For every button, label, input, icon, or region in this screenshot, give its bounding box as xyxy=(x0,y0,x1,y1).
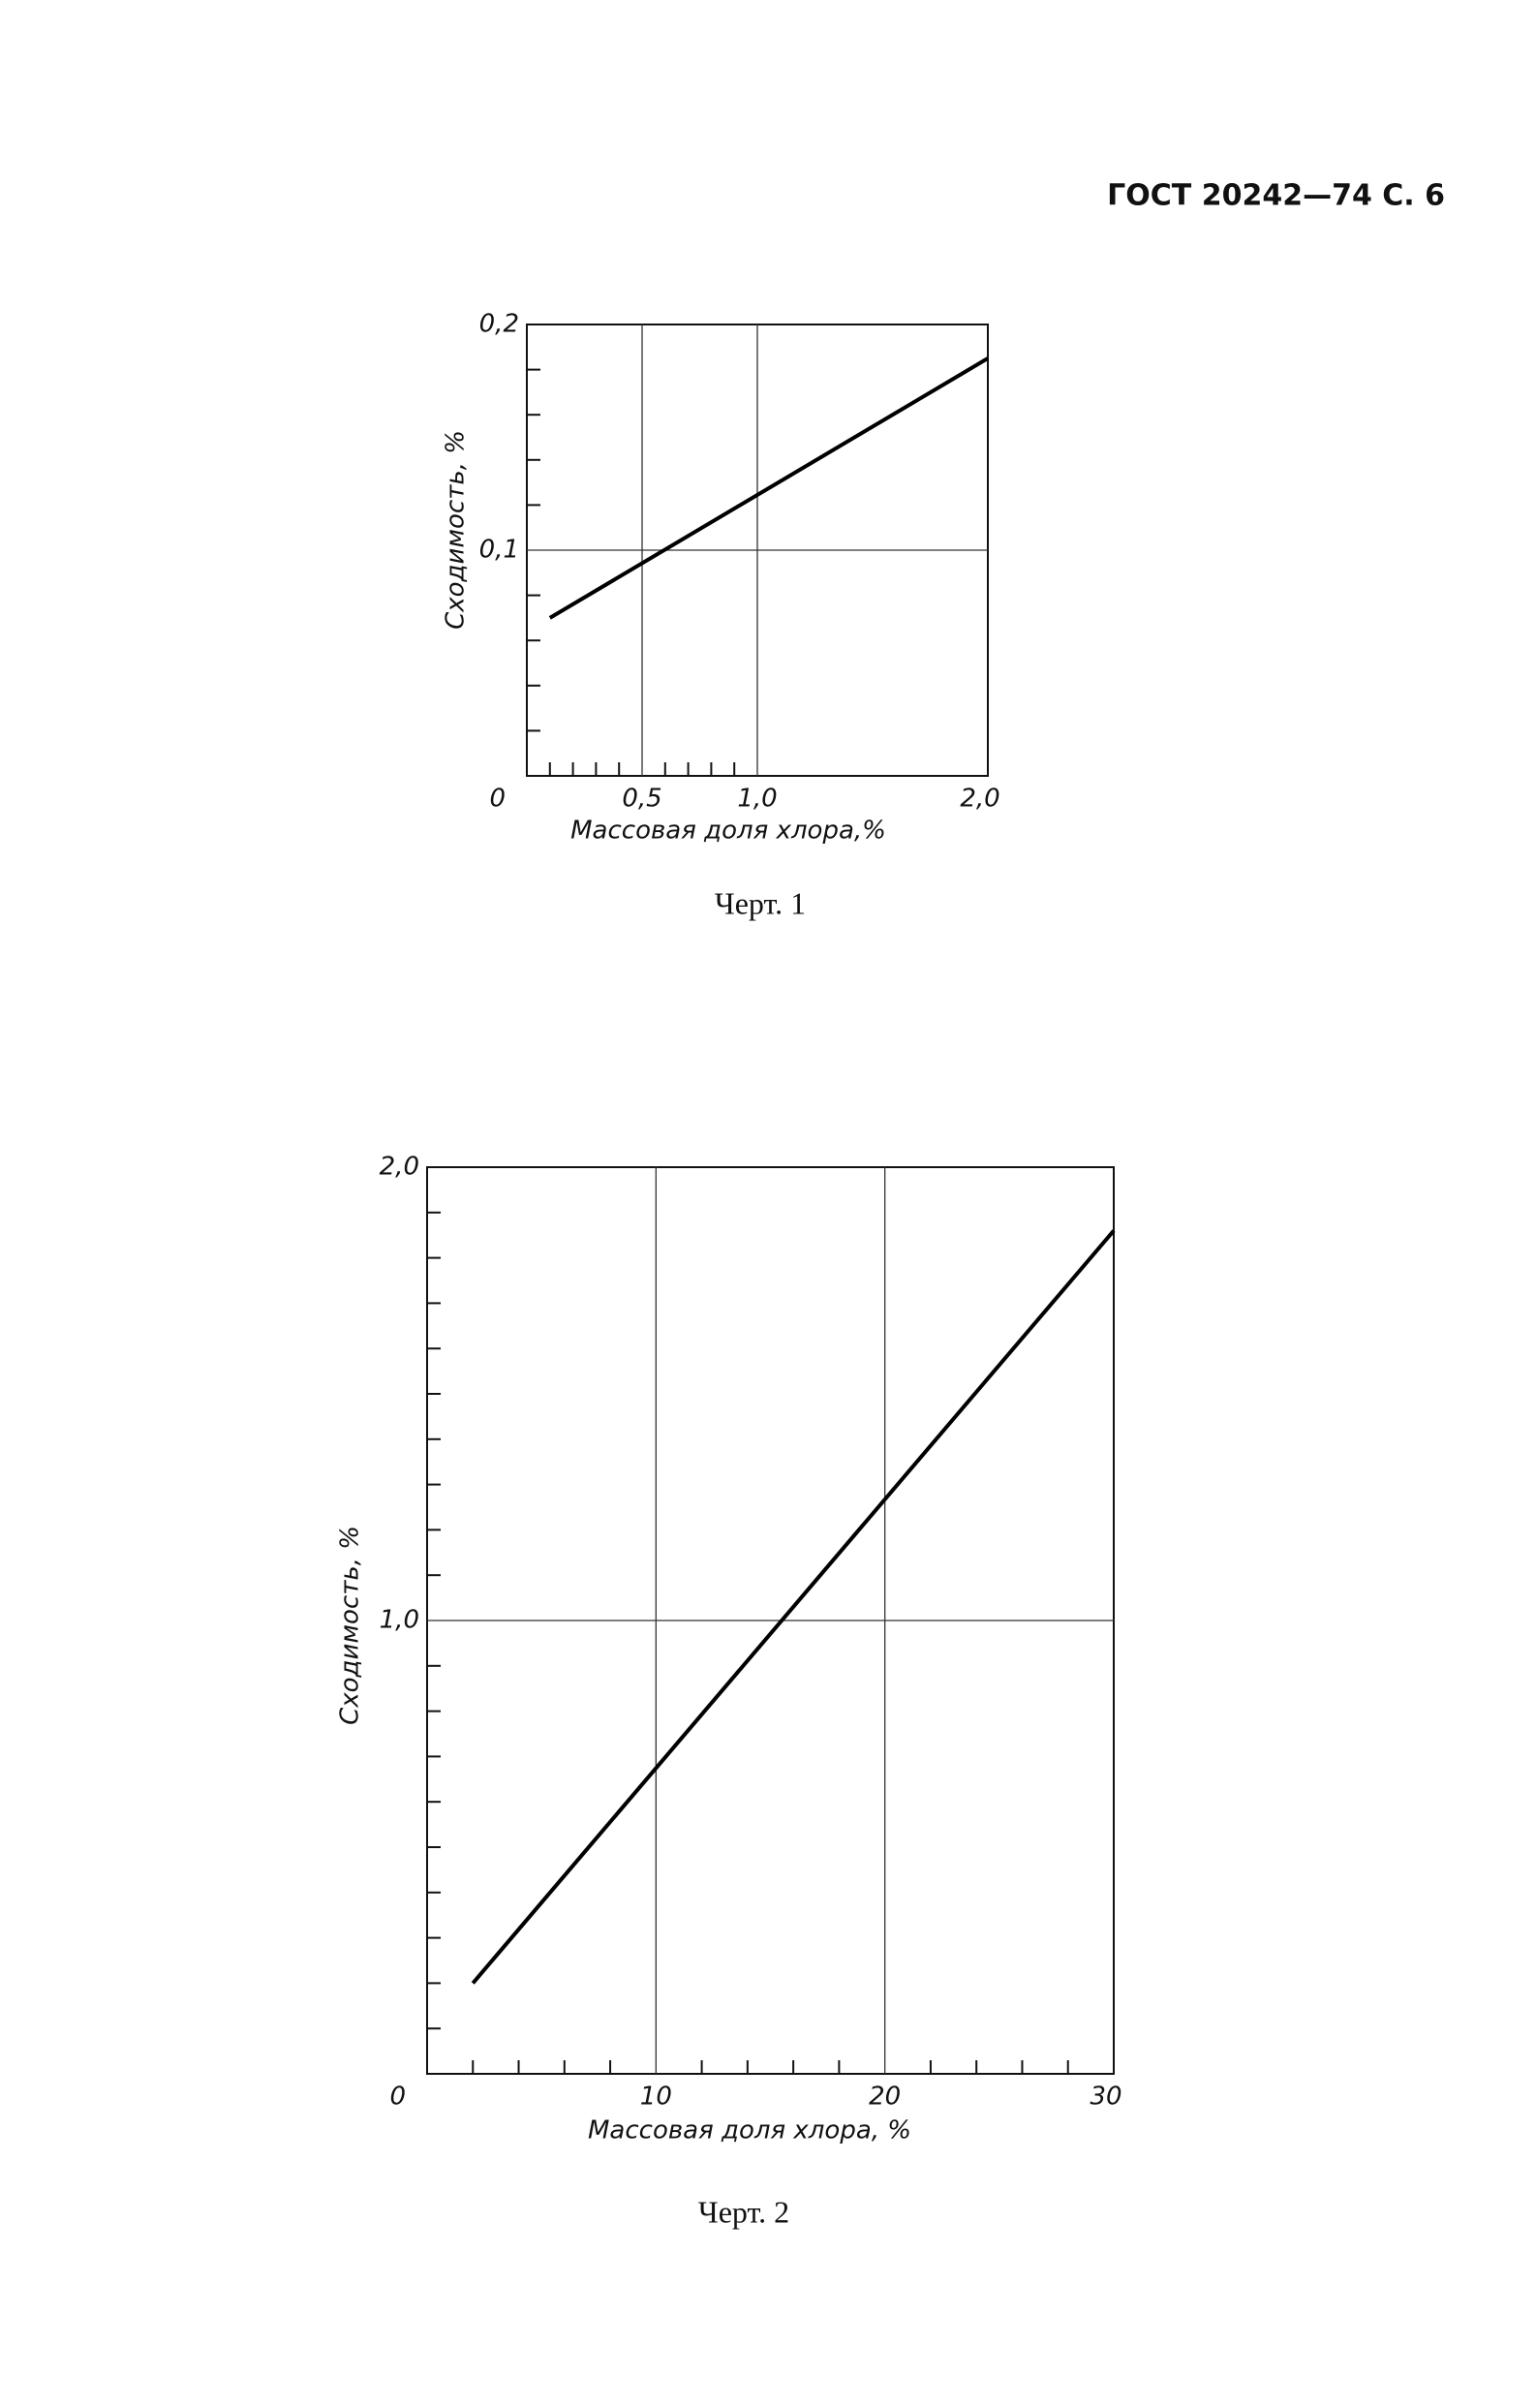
data-line xyxy=(471,1229,1116,1985)
x-tick-label: 10 xyxy=(640,2083,672,2112)
y-axis-label: Сходимость, % xyxy=(442,430,471,630)
x-tick-label: 20 xyxy=(869,2083,901,2112)
y-tick-label: 1,0 xyxy=(380,1606,419,1635)
data-line xyxy=(548,356,990,620)
y-tick-label: 0,1 xyxy=(479,536,519,565)
page-header: ГОСТ 20242—74 С. 6 xyxy=(1107,179,1445,213)
x-axis-label: Массовая доля хлора,% xyxy=(570,817,886,846)
x-tick-label: 30 xyxy=(1090,2083,1121,2112)
y-axis-label: Сходимость, % xyxy=(336,1526,365,1725)
chart-caption: Черт. 2 xyxy=(698,2194,789,2229)
x-tick-label: 1,0 xyxy=(737,785,777,814)
x-tick-label: 0 xyxy=(489,785,506,814)
x-axis-label: Массовая доля хлора, % xyxy=(588,2116,911,2146)
x-tick-label: 0 xyxy=(389,2083,406,2112)
y-tick-label: 0,2 xyxy=(479,310,519,339)
x-tick-label: 2,0 xyxy=(960,785,999,814)
x-tick-label: 0,5 xyxy=(622,785,661,814)
chart-caption: Черт. 1 xyxy=(715,885,806,920)
y-tick-label: 2,0 xyxy=(380,1153,419,1182)
